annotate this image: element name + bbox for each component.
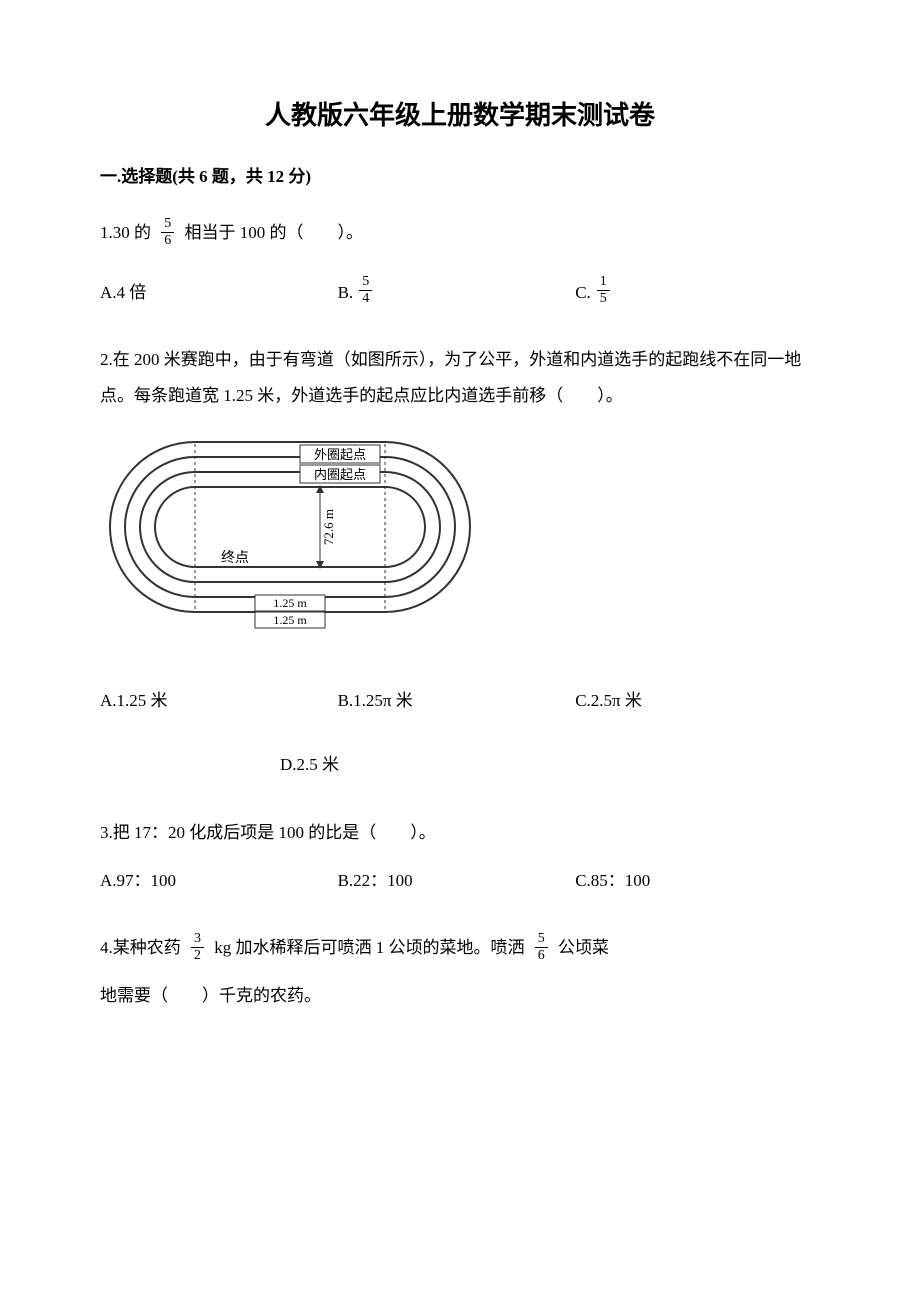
- q2-options: A.1.25 米 B.1.25π 米 C.2.5π 米 D.2.5 米: [100, 683, 820, 782]
- numerator: 5: [161, 217, 174, 233]
- q1-text: 1.30 的 5 6 相当于 100 的（ ）。: [100, 215, 820, 251]
- q3-option-b: B.22：100: [338, 863, 576, 899]
- q2-text: 2.在 200 米赛跑中，由于有弯道（如图所示），为了公平，外道和内道选手的起跑…: [100, 342, 820, 413]
- numerator: 3: [191, 932, 204, 948]
- fraction-1-5: 1 5: [597, 275, 610, 306]
- finish-label: 终点: [221, 550, 249, 566]
- q2-option-c: C.2.5π 米: [575, 683, 813, 719]
- denominator: 6: [161, 233, 174, 248]
- fraction-5-4: 5 4: [359, 275, 372, 306]
- lane2-label: 1.25 m: [273, 613, 307, 627]
- denominator: 6: [535, 948, 548, 963]
- q4-mid: kg 加水稀释后可喷洒 1 公顷的菜地。喷洒: [214, 938, 524, 957]
- numerator: 1: [597, 275, 610, 291]
- q1-options: A.4 倍 B. 5 4 C. 1 5: [100, 275, 820, 311]
- inner-start-label: 内圈起点: [314, 467, 366, 482]
- question-2: 2.在 200 米赛跑中，由于有弯道（如图所示），为了公平，外道和内道选手的起跑…: [100, 342, 820, 782]
- question-4: 4.某种农药 3 2 kg 加水稀释后可喷洒 1 公顷的菜地。喷洒 5 6 公顷…: [100, 930, 820, 1013]
- question-3: 3.把 17：20 化成后项是 100 的比是（ ）。 A.97：100 B.2…: [100, 815, 820, 898]
- q3-options: A.97：100 B.22：100 C.85：100: [100, 863, 820, 899]
- outer-track-border: [110, 442, 470, 612]
- fraction-5-6: 5 6: [161, 217, 174, 248]
- q2-option-d: D.2.5 米: [280, 747, 339, 783]
- q1-option-b: B. 5 4: [338, 275, 576, 311]
- denominator: 2: [191, 948, 204, 963]
- height-label: 72.6 m: [321, 509, 336, 545]
- lane1-label: 1.25 m: [273, 596, 307, 610]
- numerator: 5: [535, 932, 548, 948]
- q1-option-a: A.4 倍: [100, 275, 338, 311]
- track-figure: 外圈起点 内圈起点 72.6 m 终点 1.25 m 1.25 m: [100, 432, 820, 660]
- q1-option-c: C. 1 5: [575, 275, 813, 311]
- option-label: B.: [338, 275, 354, 311]
- numerator: 5: [359, 275, 372, 291]
- question-1: 1.30 的 5 6 相当于 100 的（ ）。 A.4 倍 B. 5 4 C.…: [100, 215, 820, 310]
- q4-suffix1: 公顷菜: [558, 938, 609, 957]
- q4-line2: 地需要（ ）千克的农药。: [100, 978, 820, 1014]
- q3-option-c: C.85：100: [575, 863, 813, 899]
- denominator: 5: [597, 291, 610, 306]
- section-header: 一.选择题(共 6 题，共 12 分): [100, 162, 820, 187]
- q2-option-a: A.1.25 米: [100, 683, 338, 719]
- q4-text: 4.某种农药 3 2 kg 加水稀释后可喷洒 1 公顷的菜地。喷洒 5 6 公顷…: [100, 930, 820, 966]
- option-label: A.4 倍: [100, 275, 146, 311]
- page-title: 人教版六年级上册数学期末测试卷: [100, 95, 820, 132]
- lane-border-1: [125, 457, 455, 597]
- track-svg: 外圈起点 内圈起点 72.6 m 终点 1.25 m 1.25 m: [100, 432, 480, 647]
- outer-start-label: 外圈起点: [314, 447, 366, 462]
- denominator: 4: [359, 291, 372, 306]
- fraction-3-2: 3 2: [191, 932, 204, 963]
- q1-suffix: 相当于 100 的（ ）。: [185, 223, 364, 242]
- fraction-5-6: 5 6: [535, 932, 548, 963]
- option-label: C.: [575, 275, 591, 311]
- q3-option-a: A.97：100: [100, 863, 338, 899]
- q2-option-b: B.1.25π 米: [338, 683, 576, 719]
- q3-text: 3.把 17：20 化成后项是 100 的比是（ ）。: [100, 815, 820, 851]
- q4-prefix: 4.某种农药: [100, 938, 181, 957]
- q1-prefix: 1.30 的: [100, 223, 151, 242]
